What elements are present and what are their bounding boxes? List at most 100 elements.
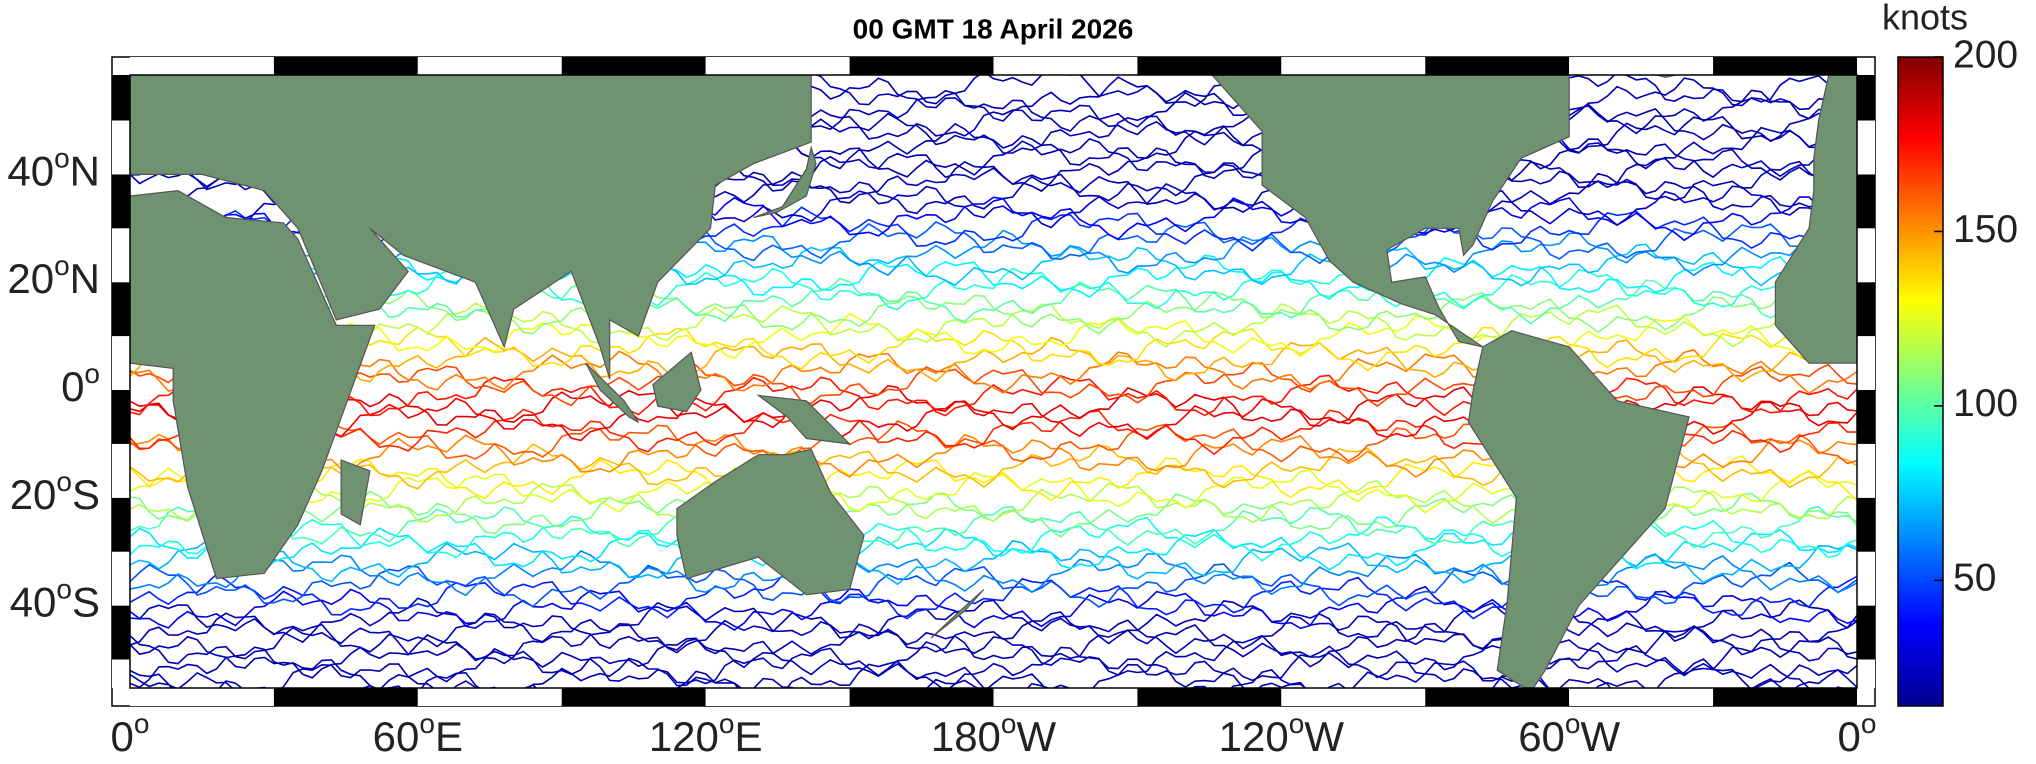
- border-cell: [112, 75, 130, 121]
- label-degree: 120: [649, 713, 719, 760]
- lon-label: 180oW: [931, 708, 1057, 760]
- colorbar-tick-label: 100: [1953, 382, 2018, 425]
- border-cell: [1857, 551, 1875, 606]
- border-cell: [112, 228, 130, 283]
- lon-label: 0o: [1838, 708, 1877, 760]
- lat-label: 20oN: [7, 251, 100, 303]
- label-hemisphere: W: [1580, 713, 1620, 760]
- border-cell: [112, 605, 130, 660]
- border-cell: [417, 57, 562, 75]
- lat-label: 20oS: [10, 466, 100, 518]
- label-degree: 20: [7, 255, 54, 302]
- border-cell: [1137, 688, 1282, 706]
- contour-line: [130, 289, 1857, 335]
- border-cell: [1569, 688, 1714, 706]
- border-cell: [1857, 174, 1875, 229]
- label-sup: o: [54, 251, 70, 282]
- label-hemisphere: W: [1304, 713, 1344, 760]
- border-cell: [993, 57, 1138, 75]
- border-cell: [1857, 282, 1875, 337]
- colorbar-tick-label: 150: [1953, 208, 2018, 251]
- label-sup: o: [419, 708, 435, 739]
- lat-label: 0o: [61, 358, 100, 410]
- border-cell: [112, 443, 130, 498]
- label-degree: 60: [1518, 713, 1565, 760]
- border-cell: [112, 120, 130, 175]
- lon-label: 0o: [111, 708, 150, 760]
- contour-line: [130, 253, 1857, 301]
- landmass: [930, 588, 985, 639]
- border-cell: [417, 688, 562, 706]
- border-cell: [112, 390, 130, 444]
- lon-label: 60oE: [373, 708, 463, 760]
- label-degree: 0: [1838, 713, 1861, 760]
- label-hemisphere: S: [72, 471, 100, 518]
- border-cell: [1425, 57, 1570, 75]
- label-sup: o: [56, 466, 72, 497]
- border-cell: [1425, 688, 1570, 706]
- checker-border: [112, 57, 1875, 706]
- border-cell: [1857, 605, 1875, 660]
- border-cell: [112, 336, 130, 390]
- border-cell: [561, 57, 706, 75]
- border-cell: [1857, 228, 1875, 283]
- landmass: [753, 145, 817, 219]
- border-cell: [561, 688, 706, 706]
- contour-line: [130, 644, 1857, 688]
- label-degree: 60: [373, 713, 420, 760]
- border-cell: [112, 551, 130, 606]
- border-cell: [1857, 75, 1875, 121]
- contour-line: [130, 302, 1857, 348]
- border-cell: [1713, 57, 1857, 75]
- label-degree: 40: [10, 579, 57, 626]
- label-sup: o: [1289, 708, 1305, 739]
- border-cell: [112, 497, 130, 552]
- border-cell: [112, 282, 130, 337]
- colorbar-tick-label: 50: [1953, 557, 1996, 600]
- landmass: [676, 448, 865, 596]
- land: [130, 75, 1857, 688]
- landmass: [1211, 75, 1570, 348]
- border-cell: [1857, 659, 1875, 688]
- lat-label: 40oN: [7, 143, 100, 195]
- label-hemisphere: W: [1017, 713, 1057, 760]
- contour-line: [130, 610, 1857, 656]
- contour-line: [130, 634, 1857, 679]
- border-cell: [1281, 57, 1426, 75]
- label-degree: 180: [931, 713, 1001, 760]
- lat-label: 40oS: [10, 574, 100, 626]
- contour-line: [130, 264, 1857, 311]
- border-cell: [1569, 57, 1714, 75]
- border-cell: [849, 688, 994, 706]
- colorbar: [1897, 56, 1944, 707]
- label-hemisphere: E: [734, 713, 762, 760]
- colorbar-tick-label: 200: [1953, 33, 2018, 76]
- contour-line: [130, 668, 1857, 688]
- map-inner-frame: [129, 74, 1858, 689]
- label-sup: o: [1001, 708, 1017, 739]
- label-sup: o: [54, 143, 70, 174]
- lon-label: 120oE: [649, 708, 763, 760]
- border-cell: [1857, 443, 1875, 498]
- border-cell: [1857, 497, 1875, 552]
- lon-label: 120oW: [1219, 708, 1345, 760]
- border-cell: [1857, 336, 1875, 390]
- border-cell: [273, 688, 418, 706]
- label-degree: 20: [10, 471, 57, 518]
- border-cell: [1281, 688, 1426, 706]
- border-cell: [1857, 120, 1875, 175]
- border-cell: [130, 57, 274, 75]
- contour-line: [130, 277, 1857, 325]
- lon-label: 60oW: [1518, 708, 1620, 760]
- label-sup: o: [719, 708, 735, 739]
- label-hemisphere: S: [72, 579, 100, 626]
- border-cell: [130, 688, 274, 706]
- title: 00 GMT 18 April 2026: [853, 13, 1134, 44]
- border-cell: [112, 174, 130, 229]
- label-sup: o: [1861, 708, 1877, 739]
- label-sup: o: [84, 358, 100, 389]
- contour-line: [130, 657, 1857, 688]
- landmass: [340, 459, 371, 526]
